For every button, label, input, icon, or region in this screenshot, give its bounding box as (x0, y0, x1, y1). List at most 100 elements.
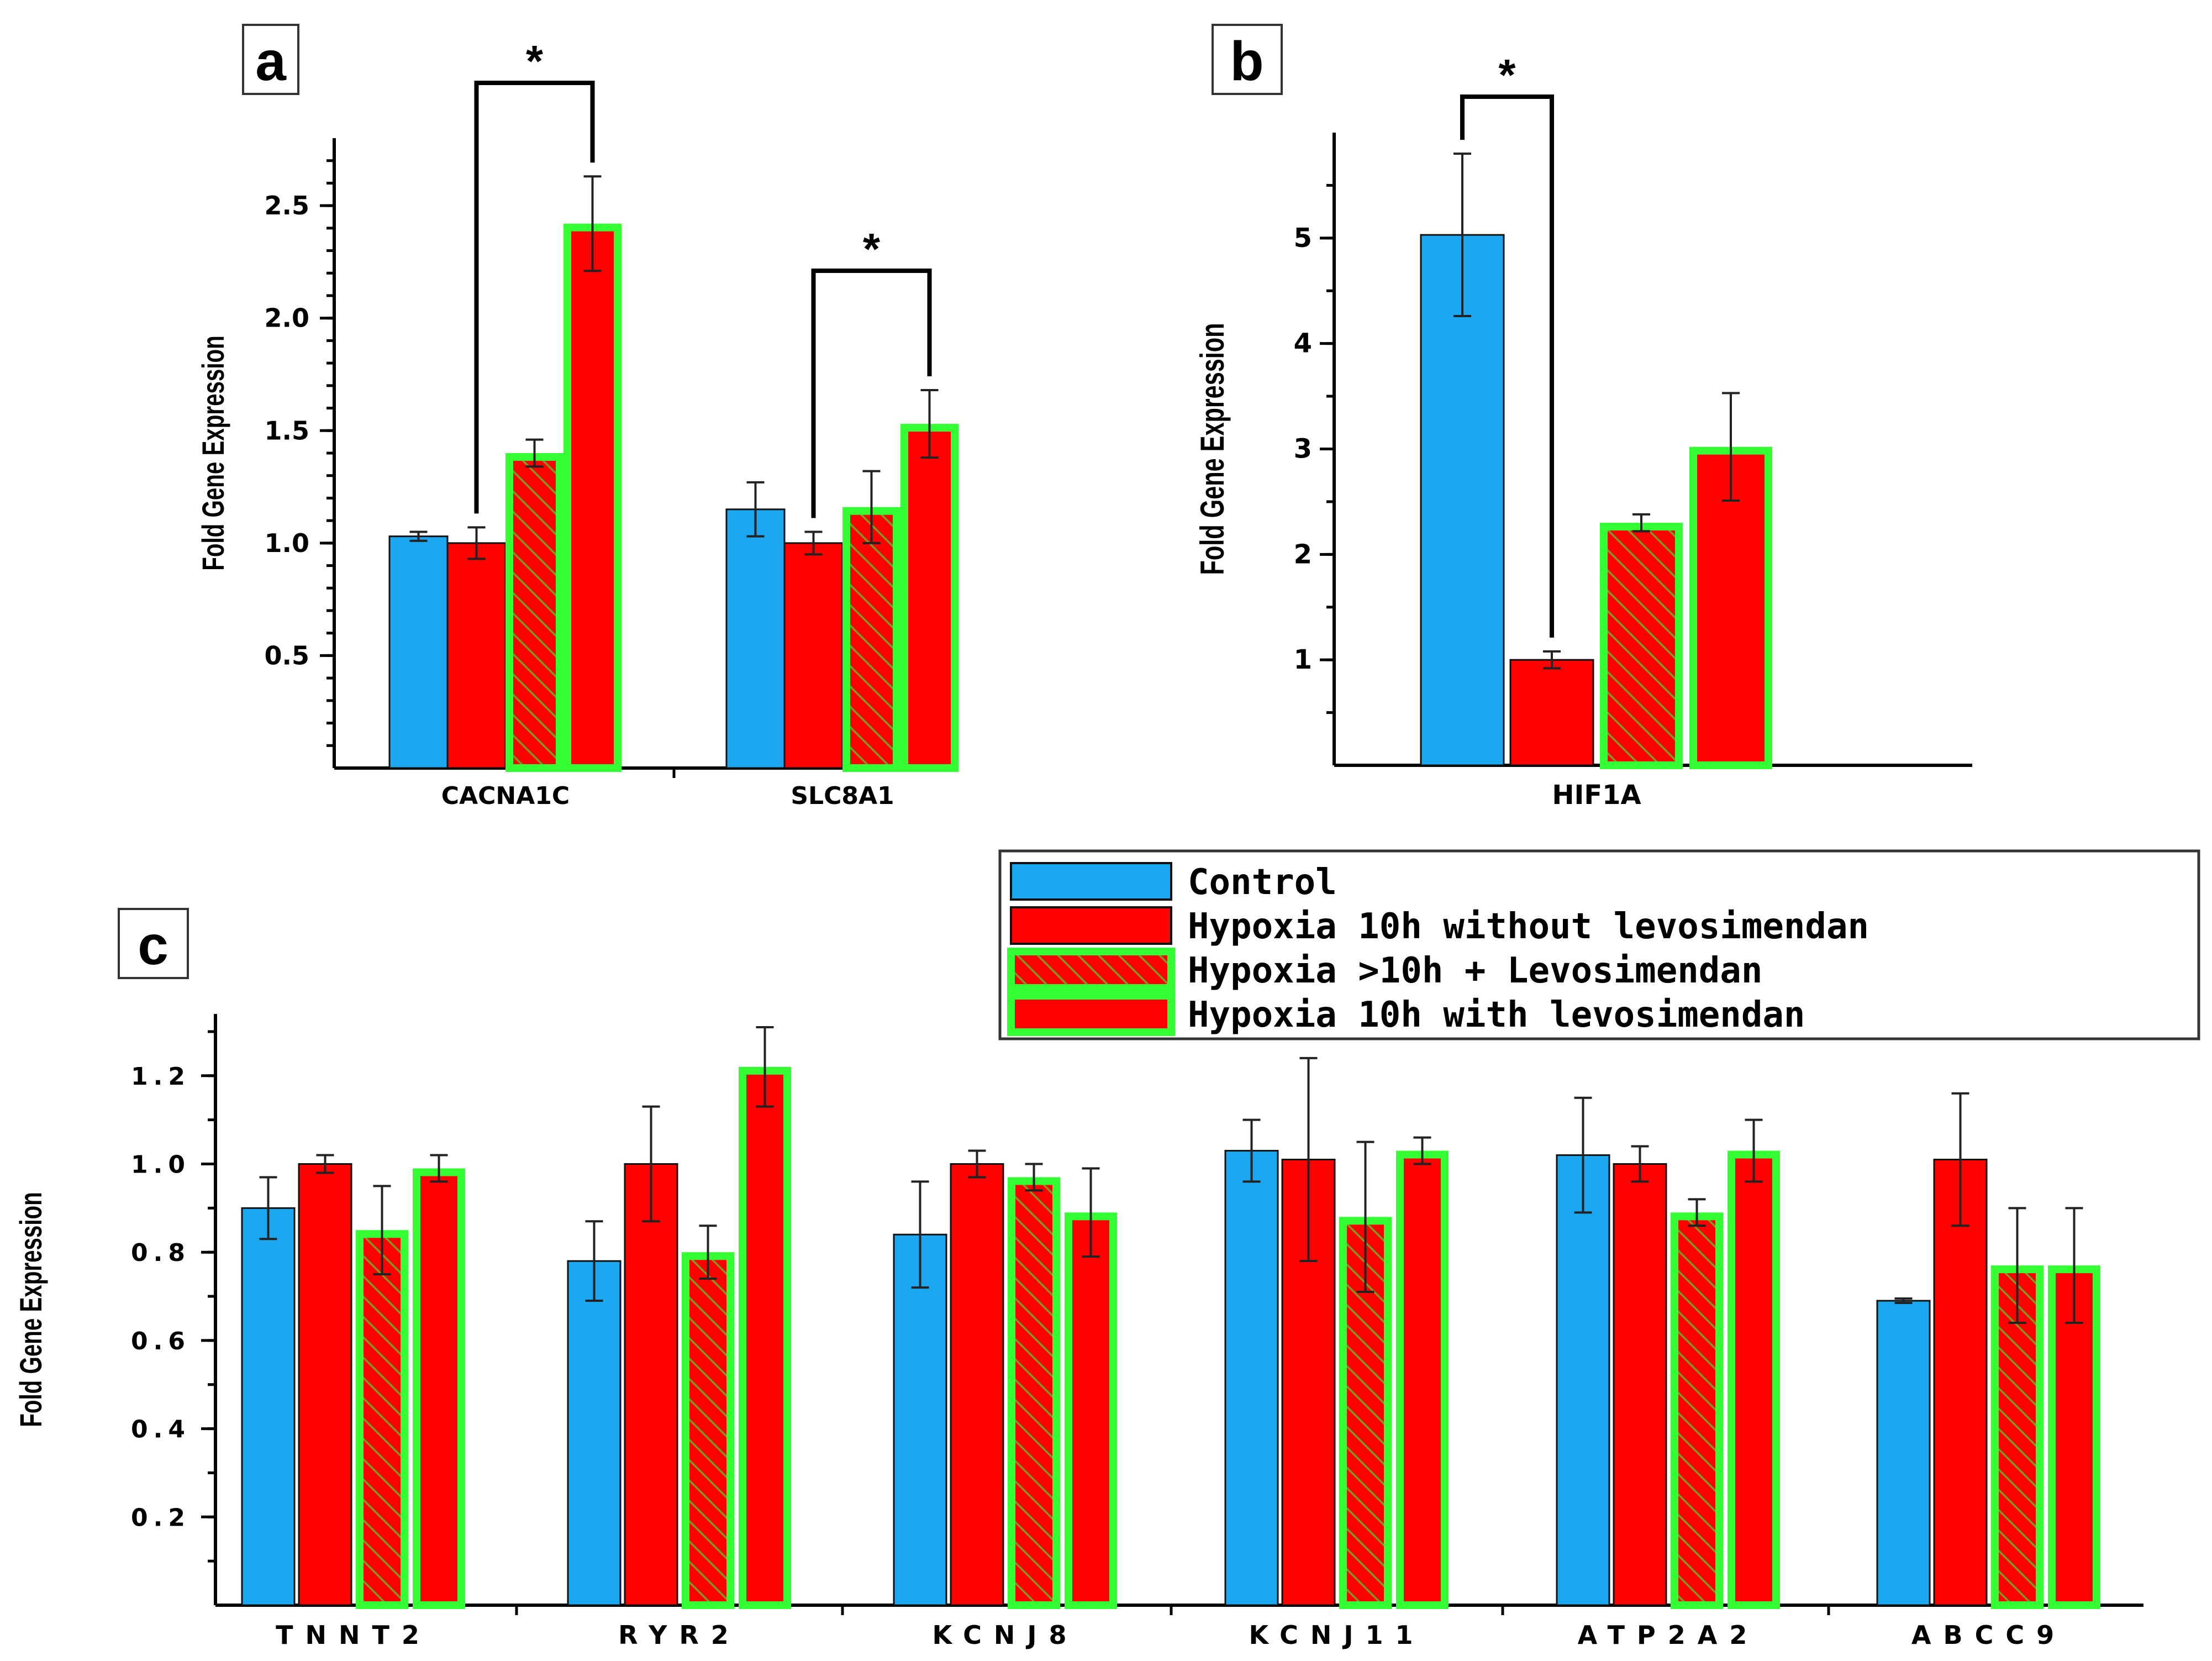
legend-item-hypoxia-green: Hypoxia 10h with levosimendan (1007, 992, 1805, 1036)
legend-item-hypoxia: Hypoxia 10h without levosimendan (1010, 906, 1869, 947)
y-tick-label: 1.0 (265, 528, 310, 558)
x-tick-label: SLC8A1 (791, 782, 894, 810)
significance-star: * (526, 36, 544, 86)
bar (1224, 1150, 1279, 1606)
legend-swatch-control (1010, 862, 1172, 901)
x-tick-label: CACNA1C (441, 782, 570, 810)
x-tick-label: KCNJ11 (1249, 1620, 1425, 1650)
significance-bracket (811, 269, 932, 518)
y-tick-label: 0.4 (131, 1416, 191, 1444)
bar-group-slc8a1 (725, 389, 958, 772)
y-tick-label: 0.6 (131, 1327, 191, 1355)
bar-group-abcc9 (1876, 1092, 2100, 1609)
bar-group-ryr2 (567, 1026, 791, 1610)
x-tick-label: HIF1A (1552, 780, 1641, 811)
legend-item-hatched: Hypoxia >10h + Levosimendan (1007, 948, 1762, 992)
bar (388, 535, 449, 769)
bar-group-atp2a2 (1556, 1096, 1780, 1610)
legend-swatch-hypoxia-green (1007, 992, 1175, 1036)
bar (783, 542, 844, 769)
bar (1613, 1163, 1667, 1606)
y-axis-label: Fold Gene Expression (1194, 323, 1231, 575)
bar (1671, 1212, 1723, 1609)
legend-label-control: Control (1188, 862, 1337, 903)
y-tick-label: 1.2 (131, 1063, 191, 1091)
y-tick-label: 1.5 (265, 416, 310, 445)
legend-item-control: Control (1010, 862, 1337, 903)
bar (1509, 659, 1594, 766)
panel-label-a-text: a (255, 30, 287, 92)
significance-bracket (1460, 94, 1554, 638)
significance-bracket (474, 81, 595, 514)
bar (1689, 446, 1772, 769)
bar (1600, 523, 1683, 769)
legend: Control Hypoxia 10h without levosimendan… (998, 849, 2200, 1040)
y-tick-label: 4 (1294, 328, 1312, 359)
y-tick-label: 0.8 (131, 1239, 191, 1267)
y-axis-label: Fold Gene Expression (14, 1192, 49, 1427)
y-tick-label: 3 (1294, 434, 1312, 465)
bar (1008, 1177, 1060, 1609)
bar (567, 1260, 622, 1606)
significance-star: * (863, 224, 881, 274)
panel-label-b-text: b (1230, 30, 1263, 92)
y-tick-label: 0.5 (265, 640, 310, 670)
legend-swatch-hatched (1007, 948, 1175, 992)
legend-label-hypoxia-green: Hypoxia 10h with levosimendan (1188, 995, 1805, 1036)
legend-label-hatched: Hypoxia >10h + Levosimendan (1188, 950, 1762, 991)
bar (624, 1163, 678, 1606)
bar (298, 1163, 352, 1606)
bar (563, 223, 622, 772)
bar-group-cacna1c (388, 175, 622, 772)
bar (1991, 1265, 2044, 1609)
x-tick-label: KCNJ8 (933, 1620, 1079, 1650)
legend-frame (998, 849, 2200, 1040)
bar (900, 424, 958, 772)
bar (1420, 234, 1505, 766)
bar (682, 1252, 734, 1610)
bar (725, 508, 786, 769)
bar (842, 507, 900, 772)
bar (446, 542, 507, 769)
y-tick-label: 5 (1294, 223, 1312, 254)
y-tick-label: 2.5 (265, 191, 310, 220)
bar (1556, 1154, 1610, 1606)
legend-label-hypoxia: Hypoxia 10h without levosimendan (1188, 906, 1869, 947)
y-tick-label: 1.0 (131, 1150, 191, 1179)
chart-c: 0.2 0.4 0.6 0.8 1.0 1.2 Fold Gene Expression TN… (14, 1014, 2143, 1650)
x-tick-label: ABCC9 (1911, 1620, 2066, 1650)
x-tick-label: TNNT2 (276, 1620, 431, 1650)
bar (1396, 1150, 1449, 1610)
y-tick-label: 2 (1294, 539, 1312, 570)
chart-a: 0.5 1.0 1.5 2.0 2.5 Fold Gene Expression CACNA… (197, 36, 958, 810)
chart-b: 1 2 3 4 5 Fold Gene Expression HIF1A * (1194, 50, 1972, 811)
bar (739, 1066, 791, 1609)
bar (356, 1230, 408, 1609)
bar (1728, 1150, 1780, 1610)
bar (1876, 1300, 1931, 1606)
panel-label-c-text: c (138, 914, 168, 976)
bar-group-tnnt2 (241, 1154, 465, 1609)
bar (1065, 1212, 1117, 1609)
bar (1933, 1159, 1988, 1606)
panel-label-a: a (242, 24, 299, 95)
bar (893, 1233, 947, 1606)
bar (505, 453, 563, 772)
y-axis-label: Fold Gene Expression (197, 335, 231, 571)
legend-swatch-hypoxia (1010, 906, 1172, 945)
bar-group-kcnj11 (1224, 1056, 1449, 1610)
x-tick-label: ATP2A2 (1578, 1620, 1760, 1650)
significance-star: * (1498, 50, 1516, 99)
bar-group-hif1a (1420, 153, 1772, 769)
bar (413, 1168, 465, 1609)
y-tick-label: 1 (1294, 644, 1312, 675)
bar (2048, 1265, 2100, 1609)
panel-label-b: b (1212, 24, 1283, 95)
bar (241, 1207, 296, 1606)
x-tick-label: RYR2 (618, 1620, 741, 1650)
bar-group-kcnj8 (893, 1149, 1117, 1609)
y-tick-label: 2.0 (265, 303, 310, 333)
y-tick-label: 0.2 (131, 1504, 191, 1532)
panel-label-c: c (118, 908, 189, 979)
